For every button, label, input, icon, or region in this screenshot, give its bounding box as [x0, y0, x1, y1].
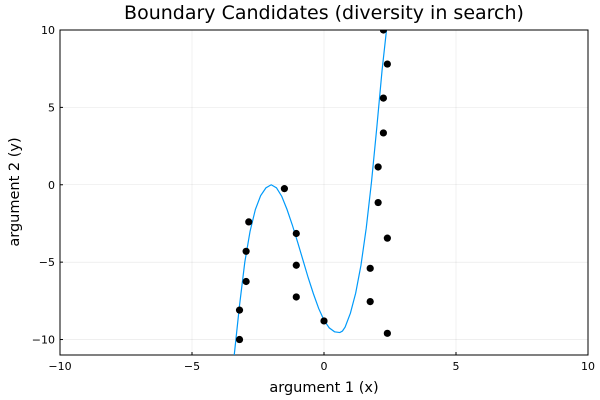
series-layer [233, 30, 391, 355]
x-tick-label: −5 [184, 360, 200, 373]
candidate-point [242, 277, 250, 286]
y-tick-label: 10 [41, 24, 55, 37]
x-axis-label: argument 1 (x) [269, 380, 378, 396]
candidate-point [320, 317, 328, 325]
y-tick-label: −10 [32, 334, 55, 347]
x-tick-label: −10 [48, 360, 71, 373]
candidate-point [366, 298, 374, 306]
candidate-point [235, 335, 244, 344]
boundary-curve [233, 30, 388, 355]
candidate-point [379, 129, 387, 137]
ticks-layer: −10 −5 0 5 10 −10 −5 0 5 10 [32, 24, 595, 373]
y-tick-label: 0 [48, 179, 55, 192]
candidate-point [280, 185, 288, 193]
y-tick-label: −5 [39, 256, 55, 269]
candidate-point [383, 60, 391, 68]
candidate-point [379, 94, 387, 102]
candidate-point [383, 234, 391, 242]
y-axis-label: argument 2 (y) [7, 137, 23, 246]
x-tick-label: 10 [581, 360, 595, 373]
candidate-point [366, 264, 374, 272]
candidate-point [242, 247, 250, 255]
grid-layer [59, 29, 589, 355]
x-tick-label: 5 [453, 360, 460, 373]
candidate-point [292, 293, 300, 301]
candidate-point [235, 306, 244, 314]
chart-title: Boundary Candidates (diversity in search… [124, 2, 524, 24]
candidate-point [383, 329, 391, 337]
candidate-point [374, 163, 382, 171]
y-tick-label: 5 [48, 101, 55, 114]
candidate-point [379, 30, 387, 34]
candidate-point [245, 218, 253, 226]
x-tick-label: 0 [321, 360, 328, 373]
candidate-point [374, 198, 382, 207]
candidate-point [292, 261, 300, 269]
candidate-point [292, 229, 300, 238]
